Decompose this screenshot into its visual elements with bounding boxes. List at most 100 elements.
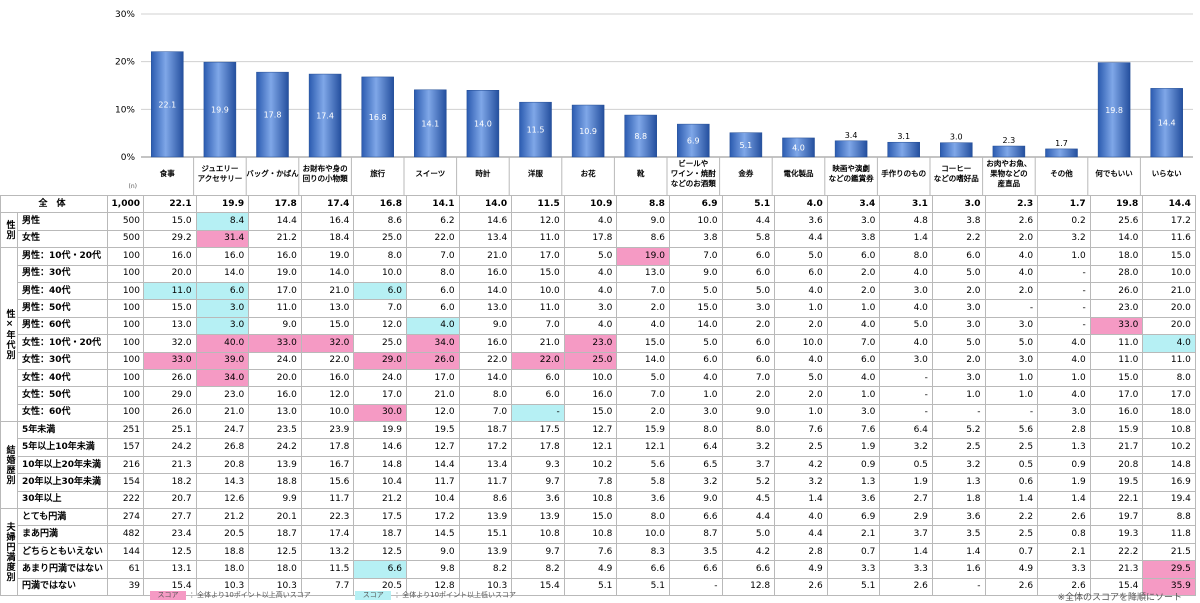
bar — [361, 76, 394, 158]
value-cell: 7.0 — [353, 299, 407, 318]
value-cell: 35.9 — [1142, 577, 1196, 596]
value-cell: 0.5 — [984, 455, 1039, 475]
value-cell: 12.5 — [353, 542, 407, 562]
value-cell: 21.3 — [1089, 560, 1144, 579]
value-cell: 19.5 — [1089, 473, 1144, 492]
value-cell: 10.0 — [300, 403, 355, 423]
value-cell: 3.2 — [879, 438, 933, 457]
value-cell: 9.0 — [668, 264, 723, 283]
value-cell: 1.0 — [1037, 368, 1091, 388]
value-cell: 3.8 — [826, 229, 881, 249]
sample-size-cell: 100 — [107, 281, 145, 301]
bar-value-label: 19.9 — [211, 106, 229, 115]
group-label: 性別 — [0, 212, 18, 249]
value-cell: 19.9 — [353, 421, 407, 440]
value-cell: 4.0 — [563, 316, 618, 336]
value-cell: 1.0 — [1037, 247, 1091, 266]
category-label: お花 — [581, 168, 596, 178]
legend: スコア ：全体より10ポイント以上高いスコア スコア ：全体より10ポイント以上低い… — [150, 590, 516, 600]
value-cell: 3.0 — [563, 299, 618, 318]
value-cell: 22.0 — [405, 229, 460, 249]
y-tick-label: 10% — [115, 105, 135, 115]
value-cell: 1.0 — [984, 386, 1039, 405]
value-cell: 1.4 — [879, 542, 933, 562]
group-label: 結婚歴別 — [0, 421, 18, 510]
value-cell: 12.5 — [248, 542, 302, 562]
value-cell: 5.0 — [563, 247, 618, 266]
value-cell: 18.8 — [195, 542, 250, 562]
value-cell: 0.9 — [1037, 455, 1091, 475]
value-cell: 10.9 — [563, 194, 618, 214]
value-cell: 1.0 — [826, 386, 881, 405]
value-cell: 2.0 — [616, 299, 670, 318]
value-cell: 3.0 — [931, 194, 986, 214]
table-row: 30年以上 222 20.7 12.6 9.9 11.7 21.2 10.4 8.6 3.6 10.… — [1, 490, 1196, 510]
value-cell: 8.6 — [616, 229, 670, 249]
value-cell: 12.1 — [563, 438, 618, 457]
value-cell: 4.0 — [1142, 334, 1196, 353]
row-label: 男性 — [16, 212, 109, 231]
row-label: 5年以上10年未満 — [16, 438, 109, 457]
category-label: 食事 — [160, 168, 175, 178]
value-cell: 33.0 — [1089, 316, 1144, 336]
value-cell: - — [668, 577, 723, 596]
table-row: 男性：50代 100 15.0 3.0 11.0 13.0 7.0 6.0 13.0 11.0 3.… — [1, 299, 1196, 318]
value-cell: 8.0 — [1142, 368, 1196, 388]
bar-value-label: 3.4 — [845, 131, 858, 140]
legend-high-text: ：全体より10ポイント以上高いスコア — [190, 591, 311, 599]
value-cell: - — [984, 403, 1039, 423]
value-cell: 20.8 — [195, 455, 250, 475]
row-label: 女性：60代 — [16, 403, 109, 423]
value-cell: 6.0 — [511, 386, 565, 405]
value-cell: 14.0 — [195, 264, 250, 283]
value-cell: 8.0 — [879, 247, 933, 266]
sample-size-cell: 39 — [107, 577, 145, 596]
value-cell: 14.8 — [353, 455, 407, 475]
value-cell: 13.0 — [143, 316, 197, 336]
value-cell: 6.6 — [668, 560, 723, 579]
value-cell: 12.0 — [511, 212, 565, 231]
value-cell: 2.1 — [1037, 542, 1091, 562]
value-cell: 6.0 — [721, 351, 776, 370]
value-cell: 17.0 — [248, 281, 302, 301]
row-label: 10年以上20年未満 — [16, 455, 109, 475]
bar — [940, 142, 973, 158]
value-cell: 15.0 — [143, 299, 197, 318]
value-cell: 14.1 — [405, 194, 460, 214]
value-cell: 10.8 — [563, 525, 618, 544]
row-label: 女性：40代 — [16, 368, 109, 388]
value-cell: 1.7 — [1037, 194, 1091, 214]
bar-value-label: 14.1 — [421, 119, 439, 128]
value-cell: 19.4 — [1142, 490, 1196, 510]
value-cell: - — [879, 368, 933, 388]
value-cell: 4.4 — [774, 525, 828, 544]
value-cell: 4.0 — [563, 281, 618, 301]
value-cell: 4.0 — [563, 212, 618, 231]
category-label: 映画や演劇 — [832, 163, 870, 173]
row-label: 男性：50代 — [16, 299, 109, 318]
value-cell: 9.9 — [248, 490, 302, 510]
value-cell: 2.0 — [984, 229, 1039, 249]
value-cell: 17.2 — [405, 508, 460, 527]
category-label: 果物などの — [990, 168, 1028, 178]
value-cell: 1.9 — [826, 438, 881, 457]
value-cell: 15.0 — [1089, 368, 1144, 388]
value-cell: 26.0 — [143, 368, 197, 388]
value-cell: 30.0 — [353, 403, 407, 423]
value-cell: 2.7 — [879, 490, 933, 510]
category-label: などの嗜好品 — [934, 173, 979, 183]
value-cell: 8.6 — [458, 490, 513, 510]
value-cell: 10.8 — [563, 490, 618, 510]
value-cell: 4.0 — [774, 508, 828, 527]
value-cell: 2.0 — [774, 316, 828, 336]
value-cell: 15.0 — [511, 264, 565, 283]
sample-size-cell: 61 — [107, 560, 145, 579]
bar — [466, 90, 500, 158]
value-cell: 5.0 — [616, 368, 670, 388]
value-cell: 4.2 — [721, 542, 776, 562]
value-cell: 15.1 — [458, 525, 513, 544]
value-cell: 14.6 — [458, 212, 513, 231]
value-cell: 33.0 — [143, 351, 197, 370]
value-cell: 5.0 — [721, 281, 776, 301]
value-cell: 26.0 — [405, 351, 460, 370]
